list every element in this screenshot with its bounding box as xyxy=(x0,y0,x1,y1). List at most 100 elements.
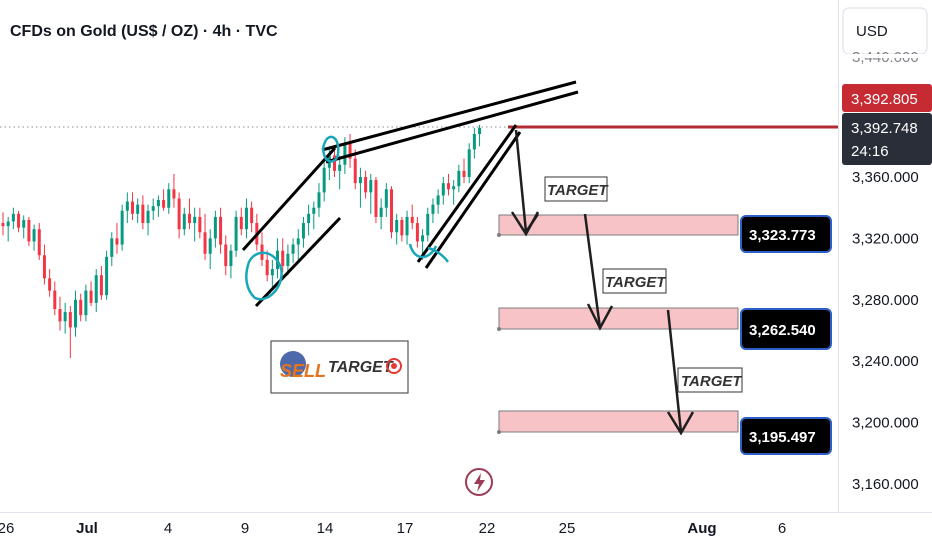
level-label-box-3 xyxy=(740,417,832,455)
candle xyxy=(390,186,393,239)
candle xyxy=(369,173,373,214)
candle xyxy=(322,158,326,202)
candle xyxy=(224,235,228,276)
price-tick: 3,200.000 xyxy=(852,415,919,432)
candle xyxy=(270,259,274,291)
candle xyxy=(296,229,300,260)
candle xyxy=(472,127,476,159)
candle xyxy=(405,210,409,245)
price-tick: 3,320.000 xyxy=(852,230,919,247)
candle xyxy=(162,189,166,211)
pivot-markers xyxy=(245,135,450,301)
candle xyxy=(84,284,88,322)
price-badge-countdown: 24:16 xyxy=(851,143,889,160)
candle xyxy=(89,281,93,306)
candle xyxy=(110,232,114,267)
candle xyxy=(431,198,435,224)
price-axis-area[interactable] xyxy=(838,0,932,550)
candle xyxy=(291,238,295,263)
candle xyxy=(6,216,10,242)
candle xyxy=(415,216,419,248)
price-tick: 3,360.000 xyxy=(852,169,919,186)
candle xyxy=(208,229,212,270)
candle xyxy=(17,210,21,233)
candle xyxy=(115,223,119,254)
price-ticks: 3,360.000 3,320.000 3,280.000 3,240.000 3,20… xyxy=(852,169,919,493)
candle xyxy=(74,290,78,337)
candles xyxy=(1,124,482,359)
currency-button-label: USD xyxy=(856,23,888,40)
level-label-2: 3,262.540 xyxy=(749,322,816,339)
sell-badge-label: TARGET xyxy=(328,359,394,376)
candle xyxy=(239,207,243,236)
candle xyxy=(203,213,207,260)
candle xyxy=(234,210,238,257)
candle xyxy=(436,189,440,214)
price-tick-mask xyxy=(843,54,927,58)
time-tick: Jul xyxy=(76,520,98,537)
time-tick: 6 xyxy=(778,520,786,537)
price-badges: 3,392.805 3,392.748 24:16 xyxy=(842,84,932,165)
candle xyxy=(348,134,352,168)
candle xyxy=(11,207,15,230)
price-badge-high-text: 3,392.805 xyxy=(851,91,918,108)
candle xyxy=(172,173,176,208)
candle xyxy=(213,210,217,248)
price-tick: 3,240.000 xyxy=(852,353,919,370)
candle xyxy=(63,302,67,334)
candle xyxy=(1,212,5,236)
target-zone-2 xyxy=(498,307,739,330)
candle xyxy=(136,198,140,224)
candle xyxy=(53,281,57,316)
chart-title: CFDs on Gold (US$ / OZ) · 4h · TVC xyxy=(10,23,278,40)
candle xyxy=(229,244,233,279)
target-label-3: TARGET xyxy=(681,373,743,390)
candle xyxy=(353,149,357,190)
candle xyxy=(384,183,388,217)
target-label-1: TARGET xyxy=(547,182,609,199)
candle xyxy=(379,198,383,230)
time-tick: 26 xyxy=(0,520,14,537)
candle xyxy=(79,293,83,322)
candle xyxy=(410,204,414,230)
candle xyxy=(219,207,223,254)
candle xyxy=(125,192,129,224)
price-tick: 3,160.000 xyxy=(852,476,919,493)
candle xyxy=(37,223,41,260)
sell-word: SELL xyxy=(280,361,326,381)
time-tick: 25 xyxy=(559,520,576,537)
target-labels: TARGET TARGET TARGET xyxy=(544,176,743,393)
candle xyxy=(193,207,197,242)
candle xyxy=(187,198,191,230)
candle xyxy=(250,201,254,233)
sell-target-badge: SELL TARGET xyxy=(270,340,409,394)
sell-logo-icon xyxy=(280,351,306,377)
candle xyxy=(426,207,430,242)
level-label-3: 3,195.497 xyxy=(749,429,816,446)
candle xyxy=(27,216,31,247)
candle xyxy=(364,170,368,199)
time-tick: 22 xyxy=(479,520,496,537)
rising-wedge-lines xyxy=(241,80,579,308)
candle xyxy=(177,192,181,239)
candle xyxy=(105,250,109,300)
candle xyxy=(42,244,46,285)
time-tick: 4 xyxy=(164,520,172,537)
candle xyxy=(94,269,98,313)
time-tick: Aug xyxy=(687,520,716,537)
candle xyxy=(22,215,26,239)
candle xyxy=(457,164,461,193)
candle xyxy=(156,195,160,217)
target-label-box-1 xyxy=(544,176,608,202)
candle xyxy=(307,204,311,236)
target-zone-1 xyxy=(498,214,739,236)
candle xyxy=(338,155,342,190)
candle xyxy=(131,192,134,220)
projection-arrows xyxy=(510,129,695,436)
candle xyxy=(446,173,450,196)
candle xyxy=(68,305,72,359)
candle xyxy=(182,207,186,236)
flash-icon[interactable] xyxy=(465,468,493,496)
